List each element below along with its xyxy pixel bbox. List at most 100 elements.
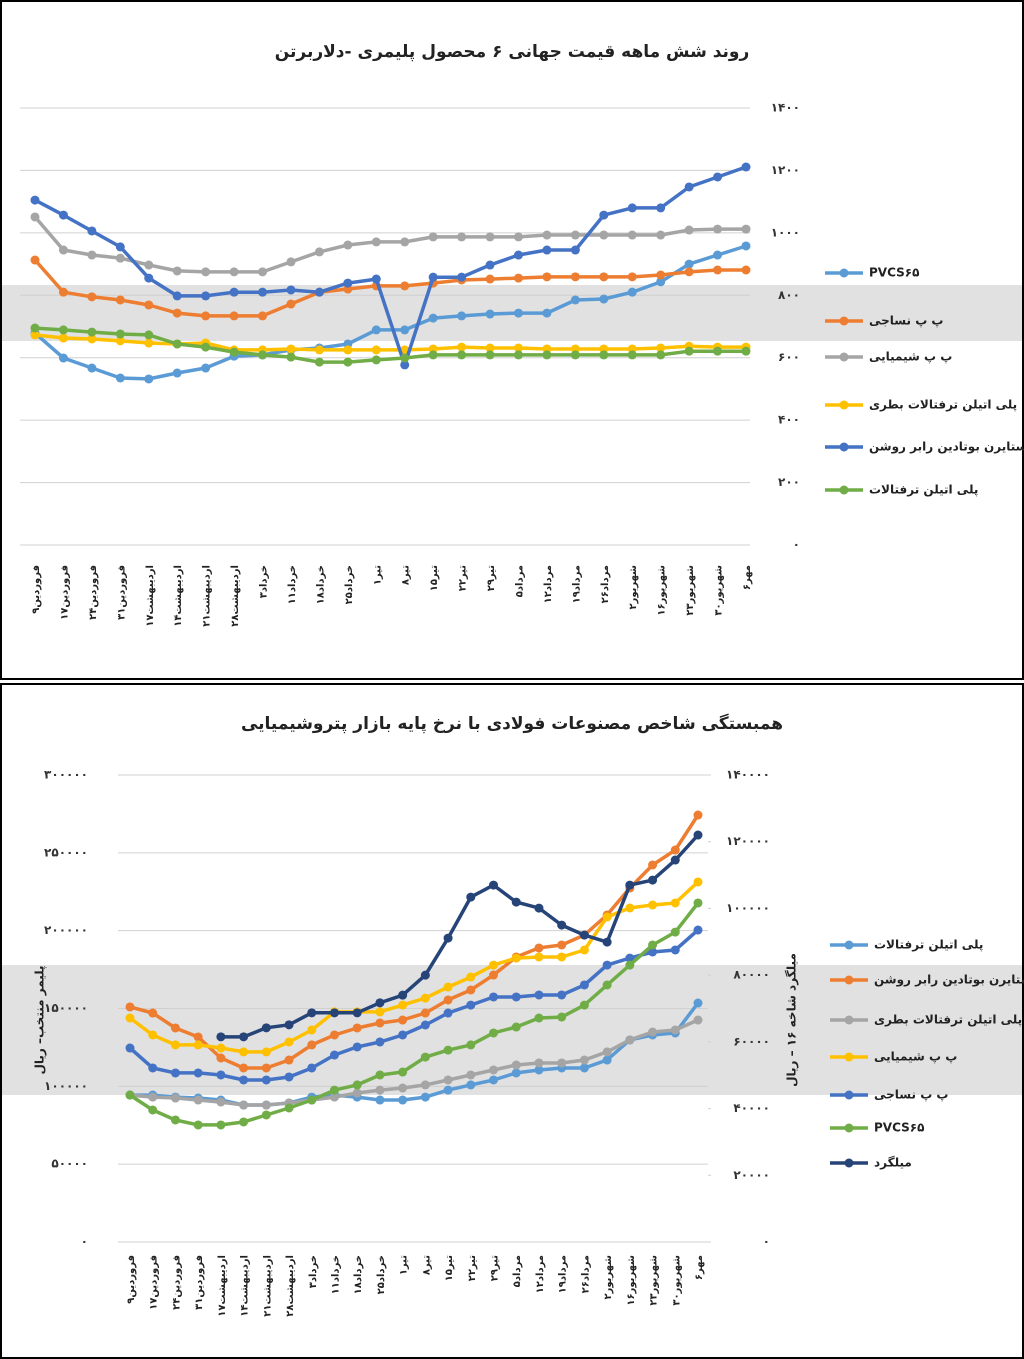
data-point bbox=[58, 245, 68, 255]
data-point bbox=[229, 287, 239, 297]
legend-label: پ پ نساجی bbox=[874, 1088, 948, 1102]
data-point bbox=[201, 291, 211, 301]
data-point bbox=[284, 1055, 294, 1065]
data-point bbox=[343, 240, 353, 250]
y-tick-label: ۱۰۰۰۰۰ bbox=[44, 1079, 88, 1093]
data-point bbox=[258, 267, 268, 277]
data-point bbox=[284, 1020, 294, 1030]
data-point bbox=[570, 272, 580, 282]
x-tick-label: ۲۳شهریور bbox=[649, 1255, 660, 1306]
data-point bbox=[513, 250, 523, 260]
data-point bbox=[713, 346, 723, 356]
x-tick-label: ۱۲مرداد bbox=[535, 1255, 546, 1293]
data-point bbox=[375, 1037, 385, 1047]
legend-label: پلی اتیلن ترفتالات bbox=[874, 938, 983, 952]
data-point bbox=[457, 350, 467, 360]
data-point bbox=[684, 182, 694, 192]
data-point bbox=[693, 830, 703, 840]
legend-label: استایرن بوتادین رابر روشن bbox=[869, 440, 1024, 455]
data-point bbox=[627, 287, 637, 297]
data-point bbox=[115, 329, 125, 339]
data-point bbox=[329, 1008, 339, 1018]
data-point bbox=[443, 982, 453, 992]
y-tick-label: ۲۰۰۰۰۰ bbox=[44, 923, 88, 937]
data-point bbox=[599, 294, 609, 304]
legend-swatch bbox=[839, 485, 849, 495]
data-point bbox=[670, 945, 680, 955]
data-point bbox=[693, 1015, 703, 1025]
data-point bbox=[420, 1052, 430, 1062]
data-point bbox=[648, 940, 658, 950]
data-point bbox=[201, 311, 211, 321]
data-point bbox=[148, 1030, 158, 1040]
data-point bbox=[307, 1025, 317, 1035]
data-point bbox=[87, 250, 97, 260]
data-point bbox=[30, 330, 40, 340]
data-point bbox=[557, 1058, 567, 1068]
data-point bbox=[489, 880, 499, 890]
data-point bbox=[343, 357, 353, 367]
y-tick-label: ۰ bbox=[793, 538, 800, 552]
data-point bbox=[170, 1115, 180, 1125]
data-point bbox=[489, 960, 499, 970]
x-tick-label: ۳۰شهریور bbox=[671, 1255, 682, 1306]
x-tick-label: ۱۴اردیبهشت bbox=[240, 1255, 251, 1317]
data-point bbox=[307, 1095, 317, 1105]
data-point bbox=[489, 1028, 499, 1038]
y-tick-label: ۶۰۰ bbox=[778, 350, 800, 364]
data-point bbox=[125, 1090, 135, 1100]
data-point bbox=[693, 877, 703, 887]
data-point bbox=[400, 345, 410, 355]
x-tick-label: ۸تیر bbox=[421, 1255, 432, 1275]
data-point bbox=[557, 940, 567, 950]
legend-swatch bbox=[844, 1158, 854, 1168]
data-point bbox=[443, 1085, 453, 1095]
data-point bbox=[239, 1117, 249, 1127]
data-point bbox=[627, 272, 637, 282]
data-point bbox=[602, 1047, 612, 1057]
data-point bbox=[398, 1015, 408, 1025]
y-tick-label: ۴۰۰ bbox=[778, 413, 800, 427]
data-point bbox=[343, 345, 353, 355]
data-point bbox=[420, 1008, 430, 1018]
data-point bbox=[144, 260, 154, 270]
data-point bbox=[343, 278, 353, 288]
data-point bbox=[144, 330, 154, 340]
data-point bbox=[201, 267, 211, 277]
data-point bbox=[513, 350, 523, 360]
data-point bbox=[398, 1095, 408, 1105]
data-point bbox=[713, 224, 723, 234]
data-point bbox=[261, 1023, 271, 1033]
data-point bbox=[115, 295, 125, 305]
data-point bbox=[466, 972, 476, 982]
data-point bbox=[489, 992, 499, 1002]
data-point bbox=[625, 953, 635, 963]
x-tick-label: ۱۷اردیبهشت bbox=[145, 565, 156, 627]
data-point bbox=[115, 373, 125, 383]
data-point bbox=[648, 900, 658, 910]
x-tick-label: ۲۴فروردین bbox=[171, 1255, 182, 1310]
y2-tick-label: ۱۴۰۰۰۰ bbox=[726, 768, 770, 782]
data-point bbox=[557, 990, 567, 1000]
legend-label: میلگرد bbox=[874, 1156, 912, 1170]
data-point bbox=[172, 308, 182, 318]
x-tick-label: ۱۵تیر bbox=[429, 565, 440, 592]
data-point bbox=[713, 265, 723, 275]
data-point bbox=[511, 897, 521, 907]
data-point bbox=[542, 272, 552, 282]
data-point bbox=[87, 292, 97, 302]
legend-swatch bbox=[844, 1123, 854, 1133]
data-point bbox=[398, 1030, 408, 1040]
data-point bbox=[579, 980, 589, 990]
data-point bbox=[115, 242, 125, 252]
x-tick-label: ۲۳شهریور bbox=[685, 565, 696, 616]
data-point bbox=[144, 374, 154, 384]
data-point bbox=[148, 1105, 158, 1115]
x-tick-label: ۲۵خرداد bbox=[376, 1255, 387, 1294]
data-point bbox=[542, 230, 552, 240]
data-point bbox=[542, 245, 552, 255]
x-tick-label: ۱۵تیر bbox=[444, 1255, 455, 1282]
data-point bbox=[693, 998, 703, 1008]
data-point bbox=[216, 1032, 226, 1042]
data-point bbox=[239, 1063, 249, 1073]
